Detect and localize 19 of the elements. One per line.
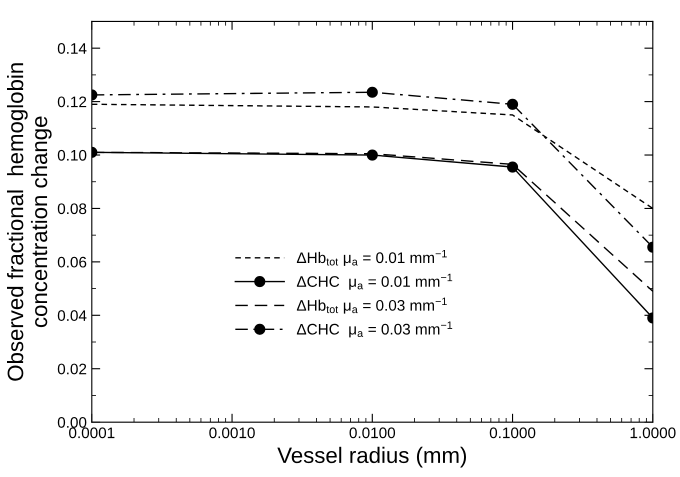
x-axis-title: Vessel radius (mm) <box>277 446 466 468</box>
legend-label: ΔCHC μ$_{a}$ = 0.03 mm$^{−1}$ <box>296 321 452 338</box>
y-tick-label: 0.02 <box>58 364 86 374</box>
x-tick-label: 1.0000 <box>630 427 676 438</box>
legend-label: ΔHb$_{tot}$ μ$_{a}$ = 0.03 mm$^{−1}$ <box>296 298 447 314</box>
y-tick-label: 0.06 <box>58 256 86 268</box>
x-tick-label: 0.0100 <box>350 427 396 438</box>
y-tick-label: 0.12 <box>58 96 86 108</box>
x-tick-label: 0.0001 <box>69 427 114 438</box>
x-tick-label: 0.0010 <box>209 427 255 438</box>
y-axis-title: Observed fractional hemoglobin concentration change <box>7 63 52 381</box>
y-tick-label: 0.10 <box>58 150 86 161</box>
legend-label: ΔHb$_{tot}$ μ$_{a}$ = 0.01 mm$^{−1}$ <box>296 250 447 266</box>
y-tick-label: 0.00 <box>58 417 86 428</box>
x-tick-label: 0.1000 <box>490 427 536 438</box>
y-tick-label: 0.08 <box>58 203 86 214</box>
y-tick-label: 0.14 <box>58 43 86 54</box>
legend-label: ΔCHC μ$_{a}$ = 0.01 mm$^{−1}$ <box>296 274 452 290</box>
y-tick-label: 0.04 <box>58 310 86 321</box>
